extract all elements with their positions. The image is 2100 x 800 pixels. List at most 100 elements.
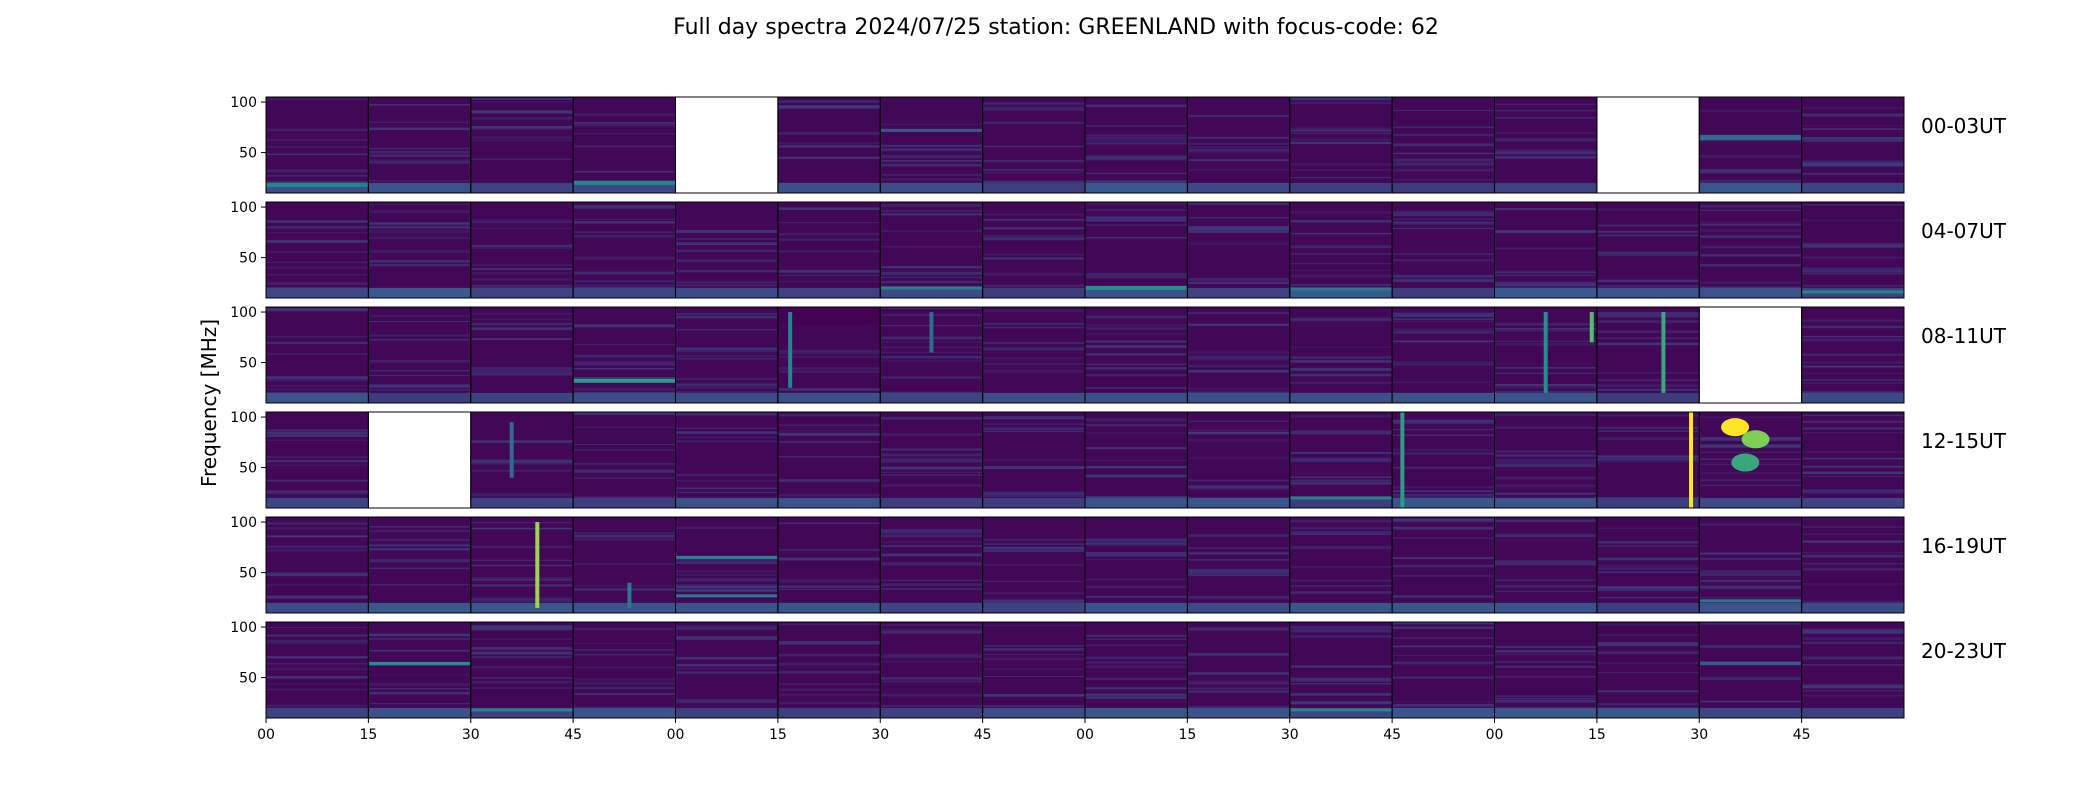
noise-band [1392,330,1495,334]
noise-band [1596,224,1700,227]
noise-band [1596,251,1700,253]
noise-band [573,678,676,681]
noise-band [1699,264,1802,267]
noise-band [880,159,983,162]
noise-band [470,285,574,287]
noise-band [675,624,778,628]
noise-band [368,384,471,388]
row-body [266,517,1904,613]
noise-band [1289,346,1393,348]
noise-band [368,649,471,652]
noise-band [1187,312,1290,314]
noise-band [368,320,471,322]
noise-band [470,469,574,472]
baseline-band [1289,707,1393,718]
panel-border [1801,306,1905,404]
noise-band [1392,152,1495,155]
noise-band [982,430,1085,433]
baseline-band [1085,182,1188,193]
noise-band [470,527,574,530]
noise-band [880,474,983,476]
noise-band [880,631,983,634]
noise-band [1494,706,1597,709]
noise-band [1187,136,1290,140]
baseline-band [266,182,369,193]
noise-band [1494,676,1597,678]
noise-band [1289,356,1393,359]
noise-band [1801,600,1904,604]
noise-band [982,161,1085,163]
noise-band [573,146,676,148]
noise-band [470,651,574,655]
noise-band [1801,204,1904,206]
noise-band [982,653,1085,656]
noise-band [470,110,574,113]
noise-band [266,388,369,391]
spectrum-panel [368,622,471,718]
noise-band [1289,431,1393,435]
noise-band [470,322,574,326]
noise-band [777,683,881,686]
noise-band [982,347,1085,351]
noise-band [1289,579,1393,582]
noise-band [1699,97,1802,99]
spectrum-panel [675,517,778,613]
noise-band [1085,328,1188,330]
noise-band [777,280,881,283]
noise-band [470,244,574,247]
noise-band [880,433,983,436]
noise-band [1801,382,1904,384]
noise-band [1596,588,1700,592]
noise-band [1699,700,1802,703]
baseline-band [1085,707,1188,718]
noise-band [266,385,369,387]
noise-band [1596,379,1700,382]
baseline-band [1085,602,1188,613]
baseline-band [368,287,471,298]
noise-band [1392,637,1495,639]
spectrum-panel [1596,622,1700,718]
noise-band [1596,545,1700,548]
noise-band [777,670,881,674]
noise-band [1392,490,1495,493]
noise-band [777,356,881,358]
baseline-band [470,497,574,508]
noise-band [1699,169,1802,173]
noise-band [1596,672,1700,674]
noise-band [1596,596,1700,599]
noise-band [1289,519,1393,523]
noise-band [1187,439,1290,442]
baseline-band [880,287,983,298]
noise-band [1494,230,1597,233]
baseline-band [777,287,881,298]
noise-band [1085,353,1188,356]
noise-band [470,677,574,680]
spectrum-panel [266,97,369,193]
noise-band [368,388,471,391]
noise-band [1289,368,1393,371]
noise-band [266,683,369,685]
noise-band [777,430,881,432]
noise-band [368,150,471,153]
noise-band [1187,573,1290,577]
noise-band [1085,677,1188,680]
noise-band [880,213,983,216]
noise-band [675,558,778,561]
noise-band [675,561,778,564]
noise-band [1801,686,1904,689]
noise-band [1085,634,1188,637]
noise-band [777,585,881,588]
noise-band [266,128,369,131]
noise-band [1801,562,1904,565]
noise-band [777,557,881,559]
noise-band [675,281,778,284]
noise-band [1289,253,1393,255]
burst-spike [509,422,514,478]
noise-band [1699,579,1802,582]
noise-band [1494,484,1597,488]
noise-band [982,705,1085,707]
noise-band [266,251,369,253]
noise-band [1801,163,1904,166]
noise-band [1187,217,1290,219]
noise-band [266,439,369,441]
